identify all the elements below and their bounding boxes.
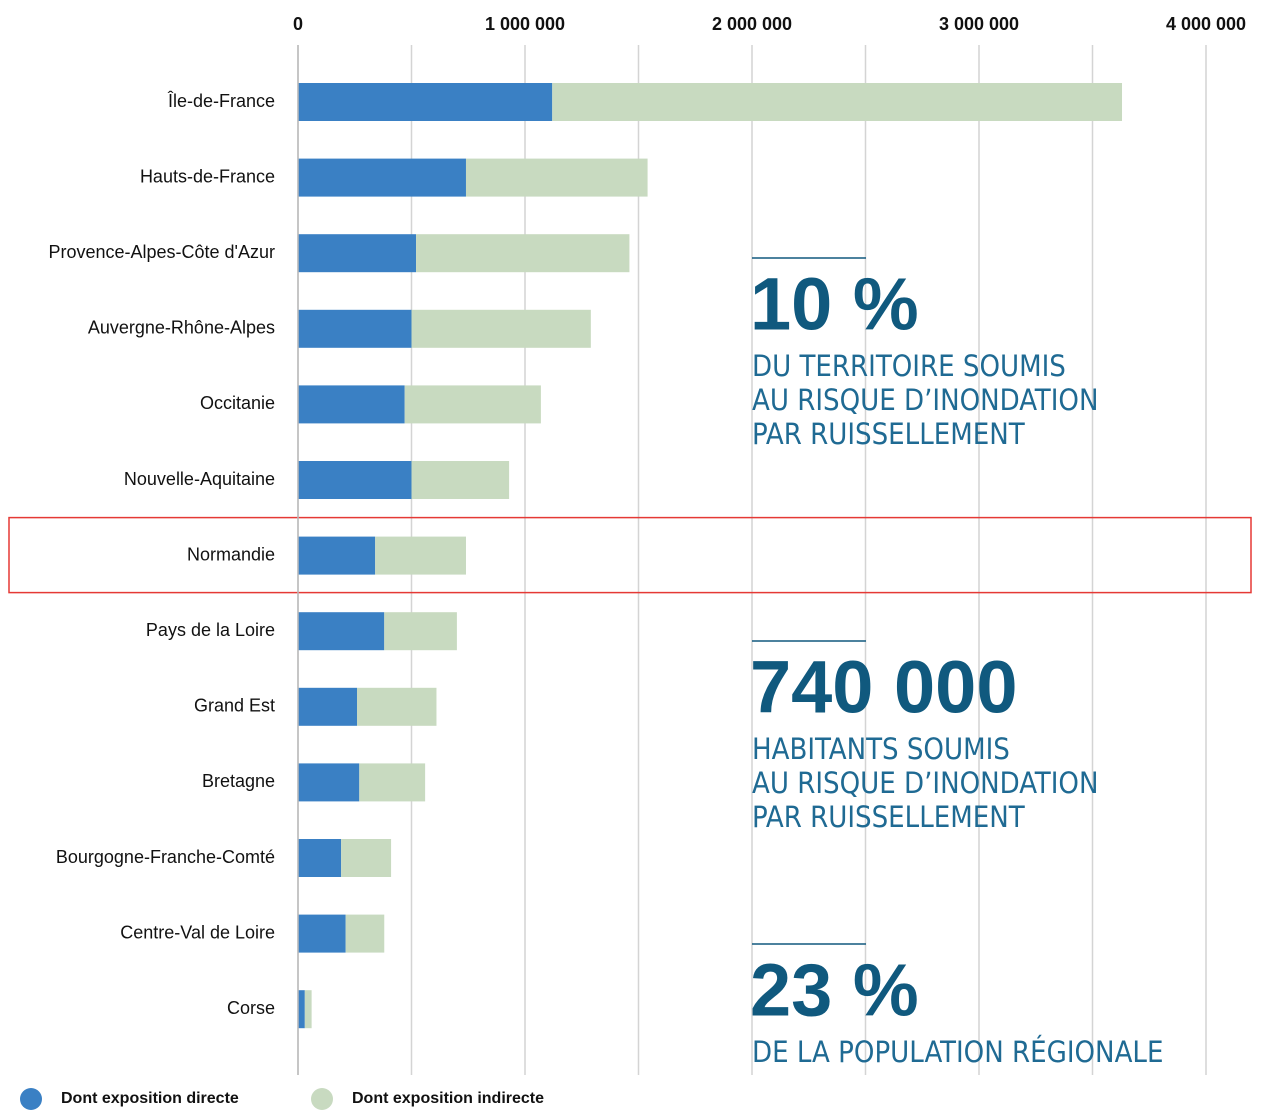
bar-segment [375,536,466,575]
bar-segment [304,990,312,1029]
annotation-text: AU RISQUE D’INONDATION [752,766,1098,800]
annotation-text: PAR RUISSELLEMENT [752,417,1026,451]
bar-segment [345,914,385,953]
highlight-box [8,516,1252,594]
annotation-text: DE LA POPULATION RÉGIONALE [752,1035,1163,1069]
annotation-text: AU RISQUE D’INONDATION [752,383,1098,417]
category-label: Centre-Val de Loire [120,922,275,942]
category-label: Corse [227,998,275,1018]
x-tick-label: 1 000 000 [485,14,565,34]
bar-segment [298,385,405,424]
bar-segment [298,83,553,121]
category-label: Normandie [187,544,275,564]
bar-segment [341,839,392,877]
legend-label: Dont exposition directe [61,1090,239,1107]
bar-segment [552,83,1123,121]
x-tick-label: 3 000 000 [939,14,1019,34]
bar-segment [298,536,376,575]
category-label: Pays de la Loire [146,620,275,640]
bar-segment [298,687,358,726]
bar-segment [298,990,305,1029]
category-label: Nouvelle-Aquitaine [124,469,275,489]
annotation-text: PAR RUISSELLEMENT [752,800,1026,834]
bar-segment [411,309,591,348]
bar-segment [298,914,346,953]
bar-segment [404,385,541,424]
bar-segment [298,234,417,273]
bar-segment [384,612,457,651]
bar-segment [298,461,412,499]
legend-swatch [20,1088,42,1110]
category-label: Île-de-France [167,91,275,111]
bar-segment [357,687,437,726]
annotation-stat: 23 % [750,949,919,1032]
annotation-stat: 10 % [750,263,919,346]
category-label: Provence-Alpes-Côte d'Azur [48,242,275,262]
category-label: Bourgogne-Franche-Comté [56,847,275,867]
bar-segment [298,612,385,651]
annotation-stat: 740 000 [750,646,1018,729]
bar-segment [411,461,510,499]
category-label: Auvergne-Rhône-Alpes [88,318,275,338]
legend-label: Dont exposition indirecte [352,1090,544,1107]
bar-segment [416,234,630,273]
x-tick-label: 2 000 000 [712,14,792,34]
bar-segment [298,839,342,877]
category-label: Hauts-de-France [140,166,275,186]
bar-segment [298,158,466,197]
legend-swatch [311,1088,333,1110]
bar-segment [359,763,426,802]
annotation-text: HABITANTS SOUMIS [752,732,1010,766]
x-tick-label: 4 000 000 [1166,14,1246,34]
category-label: Grand Est [194,696,275,716]
x-tick-label: 0 [293,14,303,34]
category-label: Occitanie [200,393,275,413]
bar-segment [298,763,360,802]
bar-segment [465,158,648,197]
category-label: Bretagne [202,771,275,791]
bar-segment [298,309,412,348]
annotation-text: DU TERRITOIRE SOUMIS [752,349,1066,383]
